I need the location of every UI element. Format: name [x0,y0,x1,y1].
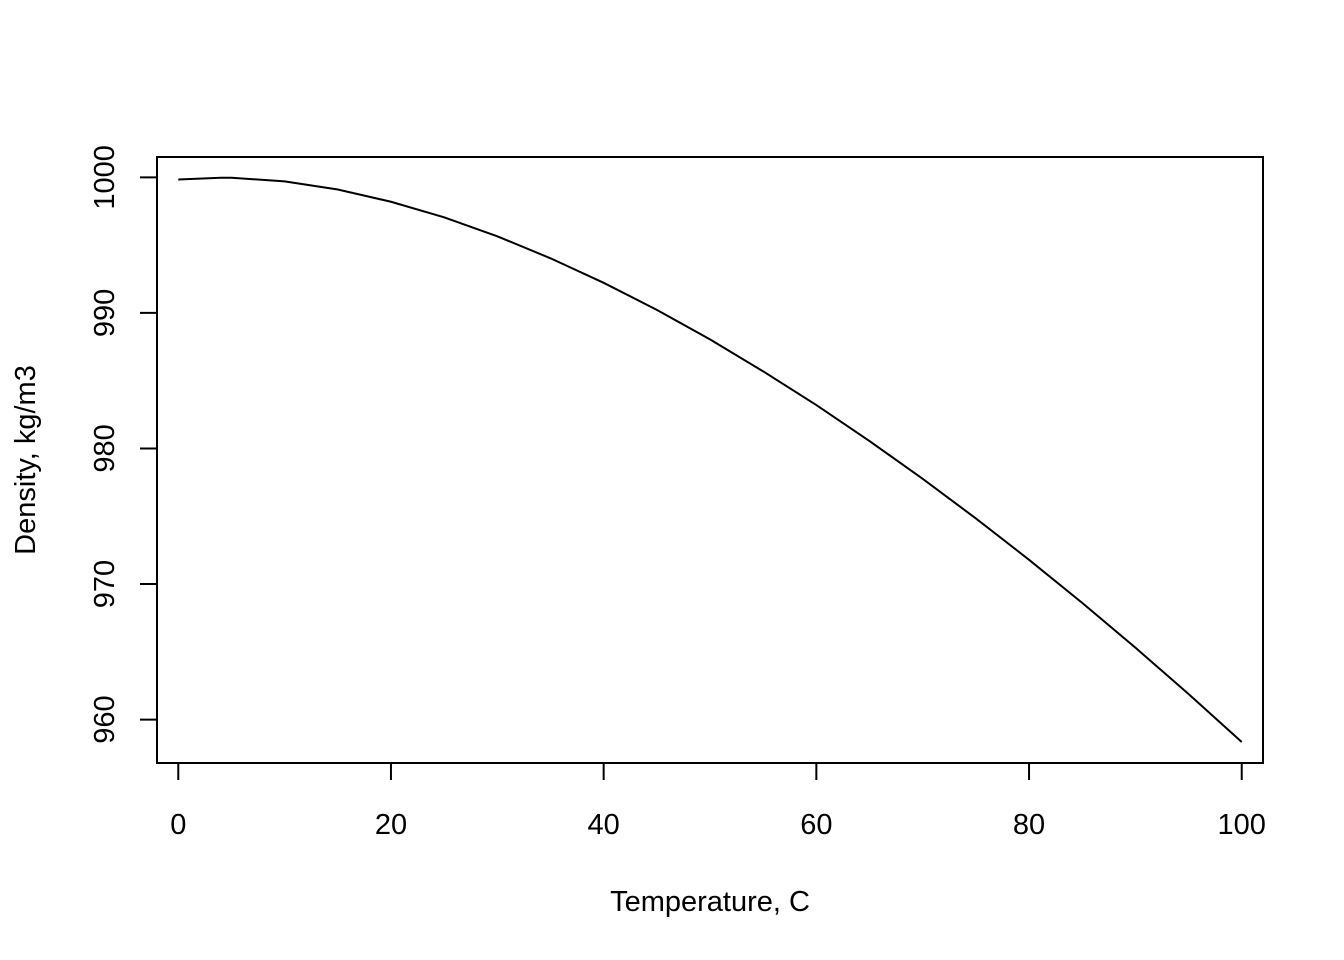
density-series-line [178,176,1243,743]
y-tick-label: 960 [89,695,121,743]
plot-frame [156,156,1264,764]
y-tick-label: 1000 [89,145,121,210]
y-axis-label: Density, kg/m3 [10,365,42,555]
x-tick-label: 100 [1218,809,1266,841]
y-tick-label: 970 [89,560,121,608]
y-tick-label: 980 [89,424,121,472]
x-tick-label: 20 [375,809,407,841]
x-tick-label: 0 [170,809,186,841]
y-axis: 960 970 980 990 1000 [89,145,158,744]
x-tick-label: 40 [588,809,620,841]
y-tick-label: 990 [89,289,121,337]
x-tick-label: 80 [1013,809,1045,841]
x-tick-label: 60 [800,809,832,841]
x-axis-label: Temperature, C [610,886,810,918]
x-axis: 0 20 40 60 80 100 [170,762,1266,841]
